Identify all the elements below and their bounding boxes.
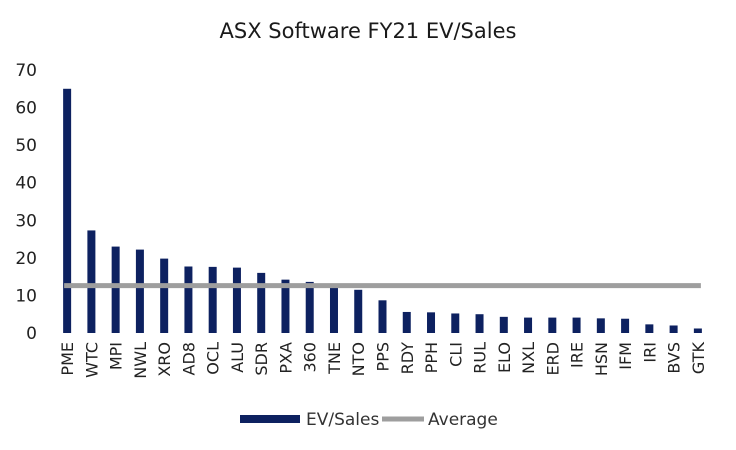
x-tick-label: MPI <box>107 342 126 370</box>
x-tick-label: SDR <box>252 342 271 376</box>
bar-bvs <box>669 325 678 333</box>
y-tick-label: 50 <box>15 136 37 156</box>
y-tick-label: 20 <box>15 249 37 269</box>
bar-ocl <box>208 266 217 333</box>
y-tick-label: 10 <box>15 286 37 306</box>
x-tick-label: ALU <box>228 342 247 373</box>
bar-rul <box>475 314 484 333</box>
x-tick-label: PPS <box>374 342 393 371</box>
x-tick-label: BVS <box>665 342 684 374</box>
y-tick-label: 0 <box>26 324 37 344</box>
bar-nxl <box>524 317 533 333</box>
x-tick-label: IRE <box>568 342 587 368</box>
y-tick-label: 40 <box>15 174 37 194</box>
x-tick-label: PXA <box>276 342 295 374</box>
x-tick-label: HSN <box>592 342 611 376</box>
x-tick-label: PPH <box>422 342 441 373</box>
x-tick-label: ELO <box>495 342 514 373</box>
bar-gtk <box>693 328 702 333</box>
y-axis: 0 10 20 30 40 50 60 70 <box>15 61 37 344</box>
legend: EV/Sales Average <box>240 410 498 430</box>
bar-hsn <box>596 318 605 333</box>
bar-wtc <box>87 230 96 333</box>
bar-series <box>63 88 702 334</box>
x-tick-label: NXL <box>519 342 538 374</box>
bar-elo <box>499 316 508 333</box>
x-tick-label: WTC <box>82 342 101 378</box>
bar-pph <box>427 312 436 333</box>
bar-iri <box>645 324 654 333</box>
x-tick-label: NWL <box>131 342 150 379</box>
bar-pps <box>378 300 387 333</box>
x-tick-label: RUL <box>471 342 490 374</box>
bar-mpi <box>111 246 120 333</box>
x-axis: PME WTC MPI NWL XRO AD8 OCL ALU SDR PXA 360 TNE NTO P… <box>58 341 708 378</box>
y-tick-label: 30 <box>15 211 37 231</box>
y-tick-label: 70 <box>15 61 37 81</box>
legend-swatch-ev-sales <box>240 415 300 423</box>
x-tick-label: PME <box>58 342 77 376</box>
x-tick-label: XRO <box>155 342 174 377</box>
bar-pxa <box>281 279 290 333</box>
legend-label-ev-sales: EV/Sales <box>306 410 379 430</box>
bar-nwl <box>135 249 144 333</box>
x-tick-label: IFM <box>616 342 635 370</box>
x-tick-label: OCL <box>204 342 223 375</box>
chart-title: ASX Software FY21 EV/Sales <box>220 19 517 43</box>
x-tick-label: TNE <box>325 342 344 375</box>
x-tick-label: NTO <box>349 342 368 376</box>
x-tick-label: AD8 <box>179 342 198 375</box>
bar-360 <box>305 281 314 333</box>
bar-rdy <box>402 311 411 333</box>
bar-xro <box>160 258 169 333</box>
bar-erd <box>548 317 557 333</box>
bar-ifm <box>621 318 630 333</box>
legend-label-average: Average <box>428 410 498 430</box>
x-tick-label: IRI <box>640 342 659 363</box>
bar-tne <box>329 287 338 333</box>
x-tick-label: ERD <box>543 342 562 376</box>
bar-ire <box>572 317 581 333</box>
x-tick-label: 360 <box>301 342 320 373</box>
y-tick-label: 60 <box>15 99 37 119</box>
x-tick-label: RDY <box>398 342 417 375</box>
bar-sdr <box>257 272 266 333</box>
bar-cli <box>451 313 460 333</box>
bar-nto <box>354 289 363 333</box>
bar-ad8 <box>184 266 193 333</box>
bar-pme <box>63 88 72 334</box>
x-tick-label: CLI <box>446 342 465 367</box>
x-tick-label: GTK <box>689 341 708 374</box>
bar-alu <box>232 267 241 333</box>
